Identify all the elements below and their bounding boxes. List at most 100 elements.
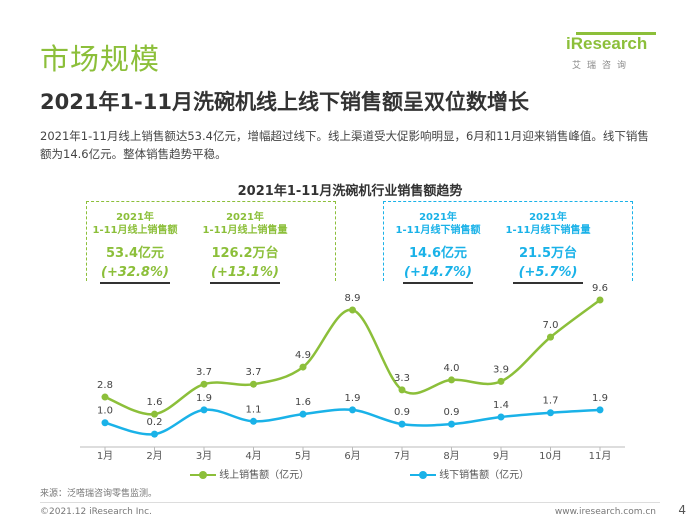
legend-marker-offline (419, 471, 427, 479)
data-label-online: 3.3 (394, 373, 410, 384)
stat-year: 2021年 (529, 212, 567, 223)
stat-label: 1-11月线上销售量 (202, 225, 288, 236)
stat-underline (403, 282, 473, 284)
x-tick-label: 7月 (394, 450, 410, 462)
stat-underline (210, 282, 280, 284)
legend-swatch-online (190, 471, 216, 479)
data-point-online (596, 296, 604, 304)
data-label-offline: 0.9 (394, 407, 410, 418)
x-tick-label: 9月 (493, 450, 509, 462)
legend-marker-online (199, 471, 207, 479)
x-tick-label: 3月 (196, 450, 212, 462)
summary-paragraph: 2021年1-11月线上销售额达53.4亿元，增幅超过线下。线上渠道受大促影响明… (40, 129, 649, 161)
stat-label: 1-11月线下销售量 (505, 225, 591, 236)
data-label-offline: 1.6 (295, 397, 311, 408)
stat-value: 53.4亿元 (105, 246, 165, 261)
data-point-online (398, 386, 406, 394)
data-label-online: 7.0 (543, 320, 559, 331)
data-label-online: 9.6 (592, 283, 608, 294)
website-link[interactable]: www.iresearch.com.cn (554, 507, 656, 517)
offline-stats-bracket (383, 201, 633, 281)
stat-underline (513, 282, 583, 284)
data-point-online (151, 410, 158, 418)
data-point-offline (250, 417, 257, 425)
data-label-online: 4.0 (444, 363, 460, 374)
data-point-offline (151, 430, 158, 438)
legend-item-offline: 线下销售额（亿元） (410, 466, 529, 481)
stat-label: 1-11月线上销售额 (92, 225, 178, 236)
data-point-online (349, 306, 356, 314)
stat-underline (100, 282, 170, 284)
x-tick-label: 4月 (245, 450, 261, 462)
data-label-offline: 1.1 (246, 404, 262, 415)
data-label-offline: 1.9 (196, 393, 212, 404)
data-label-offline: 1.4 (493, 400, 509, 411)
data-label-online: 2.8 (97, 380, 113, 391)
stat-change: (+32.8%) (101, 265, 169, 280)
stat-online-sales: 2021年 1-11月线上销售额 53.4亿元 (+32.8%) (80, 211, 190, 284)
x-tick-label: 5月 (295, 450, 311, 462)
legend-label-offline: 线下销售额（亿元） (439, 470, 530, 481)
logo-brand-text: iResearch (566, 34, 648, 53)
data-label-online: 3.9 (493, 364, 509, 375)
data-label-offline: 0.2 (147, 417, 163, 428)
stat-change: (+14.7%) (404, 265, 472, 280)
logo-accent-bar (576, 32, 656, 35)
x-tick-label: 8月 (443, 450, 459, 462)
stat-value: 21.5万台 (518, 246, 578, 261)
data-point-online (299, 363, 307, 371)
data-point-offline (299, 410, 307, 418)
stat-online-volume: 2021年 1-11月线上销售量 126.2万台 (+13.1%) (190, 211, 300, 284)
data-point-offline (200, 406, 208, 414)
logo-subtitle: 艾瑞咨询 (572, 61, 633, 71)
x-tick-label: 2月 (146, 450, 162, 462)
stat-offline-volume: 2021年 1-11月线下销售量 21.5万台 (+5.7%) (493, 211, 603, 284)
x-tick-label: 6月 (344, 450, 360, 462)
x-tick-label: 1月 (97, 450, 113, 462)
legend-label-online: 线上销售额（亿元） (219, 470, 310, 481)
page-headline: 2021年1-11月洗碗机线上线下销售额呈双位数增长 (40, 90, 529, 114)
legend-item-online: 线上销售额（亿元） (190, 466, 309, 481)
data-point-online (547, 333, 554, 341)
data-label-online: 3.7 (246, 367, 262, 378)
data-label-online: 8.9 (345, 293, 361, 304)
x-tick-label: 11月 (589, 450, 612, 462)
data-point-offline (349, 406, 356, 414)
data-point-offline (101, 419, 109, 427)
data-label-offline: 1.0 (97, 406, 113, 417)
stat-change: (+5.7%) (518, 265, 578, 280)
footer-divider (40, 502, 660, 503)
data-point-online (200, 380, 208, 388)
data-point-offline (448, 420, 455, 428)
data-label-offline: 1.9 (592, 393, 608, 404)
chart-title: 2021年1-11月洗碗机行业销售额趋势 (237, 184, 463, 199)
data-label-online: 3.7 (196, 367, 212, 378)
logo-wordmark: iResearch (566, 32, 656, 56)
data-label-online: 4.9 (295, 350, 311, 361)
data-point-online (448, 376, 455, 384)
data-point-online (250, 380, 257, 388)
page-number: 4 (678, 503, 686, 517)
data-label-offline: 1.9 (345, 393, 361, 404)
stat-value: 126.2万台 (211, 246, 279, 261)
data-label-offline: 1.7 (543, 396, 559, 407)
stat-year: 2021年 (116, 212, 154, 223)
stat-offline-sales: 2021年 1-11月线下销售额 14.6亿元 (+14.7%) (383, 211, 493, 284)
stat-label: 1-11月线下销售额 (395, 225, 481, 236)
data-point-offline (398, 420, 406, 428)
section-title: 市场规模 (40, 42, 161, 76)
data-point-online (101, 393, 109, 401)
legend-swatch-offline (410, 471, 436, 479)
data-point-offline (547, 409, 554, 417)
data-point-offline (497, 413, 505, 421)
stat-change: (+13.1%) (211, 265, 279, 280)
stat-year: 2021年 (419, 212, 457, 223)
data-source-note: 来源：泛嗒瑞咨询零售监测。 (40, 489, 158, 499)
x-tick-label: 10月 (539, 450, 562, 462)
iresearch-logo: iResearch 艾瑞咨询 (566, 32, 656, 78)
stat-year: 2021年 (226, 212, 264, 223)
data-label-online: 1.6 (147, 397, 163, 408)
data-point-offline (596, 406, 604, 414)
data-label-offline: 0.9 (444, 407, 460, 418)
